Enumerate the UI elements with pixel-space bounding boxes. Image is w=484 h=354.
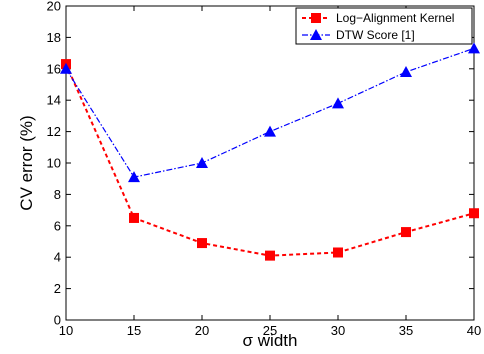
- data-point: [264, 125, 276, 137]
- legend-entry: Log−Alignment Kernel: [302, 11, 454, 25]
- x-tick-label: 35: [399, 323, 413, 338]
- data-point: [401, 227, 411, 238]
- y-axis-title: CV error (%): [17, 115, 36, 210]
- x-tick-label: 15: [127, 323, 141, 338]
- plot-area: [65, 5, 475, 321]
- data-point: [468, 42, 480, 54]
- data-point: [128, 171, 140, 183]
- legend-entry: DTW Score [1]: [302, 28, 415, 42]
- data-point: [60, 62, 72, 74]
- y-tick-label: 2: [54, 281, 61, 296]
- data-point: [332, 97, 344, 109]
- data-point: [197, 238, 207, 249]
- legend-marker-series-2: [310, 29, 322, 40]
- legend-box: [295, 7, 473, 45]
- x-tick-label: 10: [59, 323, 73, 338]
- legend-marker-series-1: [311, 13, 321, 23]
- data-point: [196, 157, 208, 168]
- y-tick-label: 14: [47, 93, 61, 108]
- y-tick-label: 0: [54, 313, 61, 328]
- x-axis: 10 15 20 25 30 35 40: [59, 6, 481, 338]
- legend-label-series-2: DTW Score [1]: [336, 28, 415, 42]
- y-tick-label: 6: [54, 218, 61, 233]
- x-tick-label: 40: [467, 323, 481, 338]
- legend-label-series-1: Log−Alignment Kernel: [336, 11, 454, 25]
- y-tick-label: 8: [54, 187, 61, 202]
- y-tick-label: 4: [54, 250, 61, 265]
- y-tick-label: 12: [47, 124, 61, 139]
- x-tick-label: 30: [331, 323, 345, 338]
- data-point: [129, 212, 139, 223]
- y-tick-label: 20: [47, 0, 61, 14]
- y-tick-label: 18: [47, 30, 61, 45]
- data-point: [400, 65, 412, 77]
- y-tick-label: 10: [47, 156, 61, 171]
- x-tick-label: 25: [263, 323, 277, 338]
- y-tick-label: 16: [47, 61, 61, 76]
- data-point: [333, 247, 343, 258]
- legend: Log−Alignment Kernel DTW Score [1]: [295, 7, 473, 45]
- series-layer: [60, 42, 480, 261]
- x-tick-label: 20: [195, 323, 209, 338]
- x-axis-title: σ width: [243, 331, 298, 350]
- data-point: [469, 208, 479, 219]
- data-point: [265, 250, 275, 261]
